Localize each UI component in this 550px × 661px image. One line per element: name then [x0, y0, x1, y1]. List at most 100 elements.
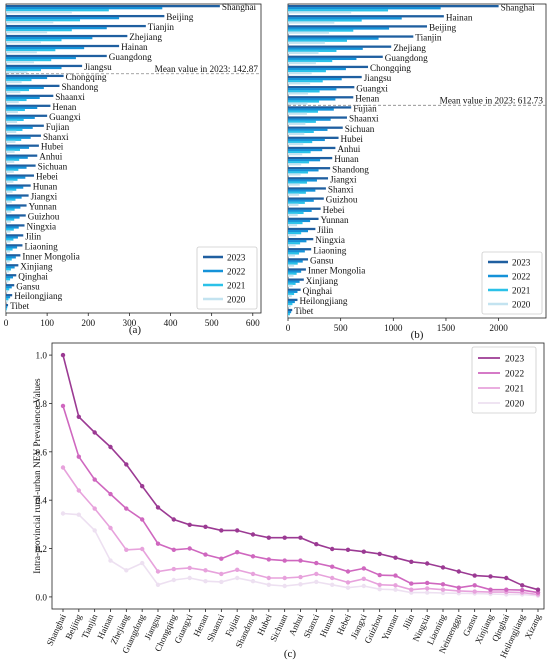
bar	[288, 67, 346, 71]
category-label: Ningxia	[27, 222, 57, 232]
bar	[288, 142, 304, 146]
data-point	[345, 569, 351, 574]
bar	[6, 66, 62, 70]
category-label: Hebei	[36, 172, 58, 182]
bar	[288, 88, 337, 91]
bar	[6, 190, 13, 193]
data-point	[282, 535, 287, 540]
legend-box	[196, 246, 258, 310]
bar	[6, 184, 31, 187]
bar	[288, 268, 306, 271]
bar	[6, 208, 15, 211]
bar	[6, 186, 24, 189]
category-label: Jiangsu	[364, 73, 392, 83]
x-tick-label: 100	[40, 318, 54, 328]
data-point	[203, 579, 208, 584]
bar	[6, 174, 34, 177]
data-point	[92, 430, 97, 435]
category-label: Chongqing	[370, 63, 411, 73]
bar	[6, 188, 17, 191]
bar	[6, 130, 17, 133]
panel-b-chart: ShanghaiHainanBeijingTianjinZhejiangGuan…	[286, 2, 547, 333]
x-tick-label: 2000	[489, 323, 508, 333]
bar	[6, 254, 21, 257]
bar	[288, 140, 313, 144]
bar	[6, 270, 10, 273]
data-point	[298, 574, 303, 580]
bar	[6, 250, 11, 253]
bar	[6, 88, 30, 92]
category-label: Guangxi	[356, 83, 388, 93]
category-label: Jiangxi	[330, 175, 357, 185]
bar	[6, 200, 12, 203]
x-tick-label: 0	[286, 323, 291, 333]
category-label: Anhui	[337, 144, 360, 154]
bar	[6, 14, 165, 18]
data-point	[266, 575, 271, 581]
bar	[6, 218, 15, 221]
x-tick-label: 600	[246, 318, 260, 328]
bar	[6, 38, 62, 42]
data-point	[171, 577, 176, 583]
bar	[288, 96, 354, 99]
bar	[6, 11, 72, 14]
bar	[288, 298, 298, 302]
bar	[6, 224, 25, 227]
bar	[288, 193, 300, 196]
data-point	[60, 403, 66, 409]
bar	[6, 148, 20, 151]
bar	[288, 227, 316, 231]
data-point	[330, 564, 335, 569]
data-point	[108, 525, 113, 531]
data-point	[425, 561, 430, 566]
bar	[6, 140, 16, 143]
bar	[288, 159, 321, 162]
bar	[288, 86, 355, 89]
legend-label: 2021	[512, 286, 531, 296]
bar	[288, 290, 298, 293]
series-line	[62, 405, 539, 594]
bar	[288, 258, 309, 261]
bar	[288, 7, 441, 10]
bar	[6, 56, 76, 60]
bar	[6, 154, 38, 157]
data-point	[314, 579, 319, 585]
bar	[288, 47, 363, 50]
bar	[6, 144, 39, 147]
bar	[6, 234, 24, 237]
bar	[288, 278, 304, 281]
bar	[288, 167, 331, 170]
bar	[6, 276, 13, 279]
panel-a-label: (a)	[129, 324, 142, 336]
data-point	[187, 522, 192, 527]
bar	[288, 294, 292, 298]
bar	[288, 169, 319, 172]
bar	[288, 25, 427, 28]
x-tick-label: 0	[4, 318, 9, 328]
bar	[288, 106, 352, 109]
bar	[288, 110, 319, 113]
legend-label: 2022	[505, 369, 524, 380]
plot-frame	[51, 342, 545, 610]
bar	[6, 296, 11, 299]
bar	[6, 238, 14, 241]
bar	[6, 210, 12, 213]
panel-c-label: (c)	[284, 648, 297, 660]
data-point	[504, 587, 509, 592]
data-point	[250, 579, 256, 584]
bar	[6, 158, 20, 161]
data-point	[250, 532, 256, 537]
legend-label: 2020	[512, 300, 531, 310]
bar	[288, 199, 314, 202]
x-tick-label: Shanghai	[45, 612, 68, 647]
bar	[288, 31, 330, 34]
data-point	[409, 581, 414, 586]
bar	[6, 196, 22, 199]
legend-label: 2020	[505, 399, 524, 410]
bar	[288, 128, 328, 131]
bar	[6, 268, 11, 271]
bar	[288, 156, 333, 160]
data-point	[266, 535, 271, 540]
bar	[288, 221, 303, 225]
bar	[6, 308, 7, 311]
